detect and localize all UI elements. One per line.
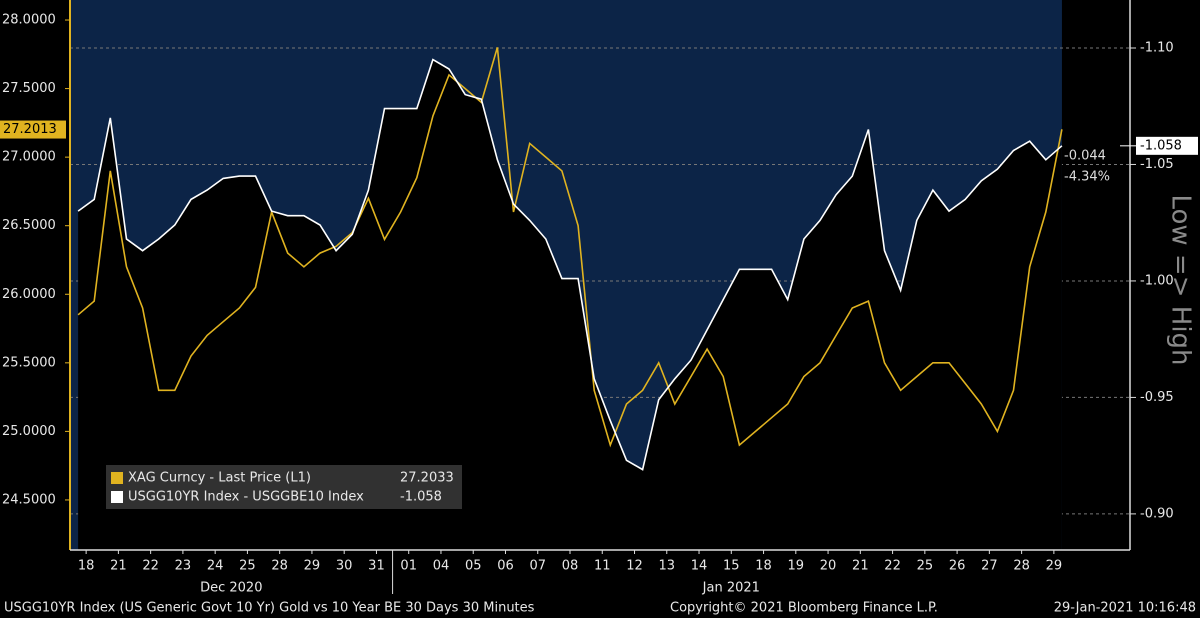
x-tick-label: 20 [820,559,837,574]
y-tick-label: 28.0000 [2,13,56,28]
x-tick-label: 12 [626,559,643,574]
x-tick-label: 28 [271,559,288,574]
y2-tick-label: -0.90 [1140,506,1174,521]
y2-tick-label: -1.10 [1140,40,1174,55]
x-tick-label: 27 [981,559,998,574]
x-tick-label: 07 [529,559,546,574]
y2-tick-label: -0.95 [1140,390,1174,405]
series-line [77,58,1063,471]
legend-box [106,465,462,509]
x-tick-label: 19 [788,559,805,574]
x-tick-label: 18 [755,559,772,574]
footer-timestamp: 29-Jan-2021 10:16:48 [1054,601,1196,616]
x-tick-label: 25 [239,559,256,574]
left-tag-box [0,120,66,139]
x-tick-label: 23 [175,559,192,574]
left-tag: 27.2013 [3,122,57,137]
x-tick-label: 22 [142,559,159,574]
x-tick-label: 26 [949,559,966,574]
legend-value: 27.2033 [400,471,454,486]
x-tick-label: 04 [433,559,450,574]
footer-description: USGG10YR Index (US Generic Govt 10 Yr) G… [4,601,535,616]
x-tick-label: 05 [465,559,482,574]
x-tick-label: 01 [400,559,417,574]
plot-area [70,0,1130,550]
legend-value: -1.058 [400,490,442,505]
x-tick-label: 22 [884,559,901,574]
x-tick-label: 11 [594,559,611,574]
x-tick-label: 29 [1046,559,1063,574]
annotation: -0.044 [1064,148,1106,163]
y-tick-label: 27.5000 [2,81,56,96]
x-tick-label: 06 [497,559,514,574]
x-tick-label: 08 [562,559,579,574]
x-tick-label: 28 [1013,559,1030,574]
x-tick-label: 29 [304,559,321,574]
footer-copyright: Copyright© 2021 Bloomberg Finance L.P. [670,601,938,616]
y-tick-label: 26.0000 [2,287,56,302]
legend-label: XAG Curncy - Last Price (L1) [128,471,311,486]
y2-axis-title: Low => High [1166,194,1196,365]
y2-tick-label: -1.00 [1140,273,1174,288]
x-tick-label: 15 [723,559,740,574]
y-tick-label: 25.5000 [2,355,56,370]
x-tick-label: 21 [110,559,127,574]
legend-label: USGG10YR Index - USGGBE10 Index [128,490,364,505]
series-line [77,47,1063,448]
month-label: Jan 2021 [702,581,760,596]
y-tick-label: 26.5000 [2,218,56,233]
x-tick-label: 21 [852,559,869,574]
legend-swatch [111,491,123,503]
x-tick-label: 31 [368,559,385,574]
x-tick-label: 24 [207,559,224,574]
x-tick-label: 25 [917,559,934,574]
x-tick-label: 18 [78,559,95,574]
month-label: Dec 2020 [200,581,262,596]
y-tick-label: 25.0000 [2,424,56,439]
y-tick-label: 27.0000 [2,150,56,165]
x-tick-label: 30 [336,559,353,574]
y-tick-label: 24.5000 [2,492,56,507]
right-tag: -1.058 [1140,138,1182,153]
area-fill [78,59,1062,550]
y2-tick-label: -1.05 [1140,157,1174,172]
right-tag-box [1136,136,1198,155]
overlay: 24.5000 25.0000 25.5000 26.0000 26.5000 27.00… [0,0,1198,596]
legend-swatch [111,472,123,484]
annotation: -4.34% [1064,169,1110,184]
x-tick-label: 14 [691,559,708,574]
x-tick-label: 13 [659,559,676,574]
